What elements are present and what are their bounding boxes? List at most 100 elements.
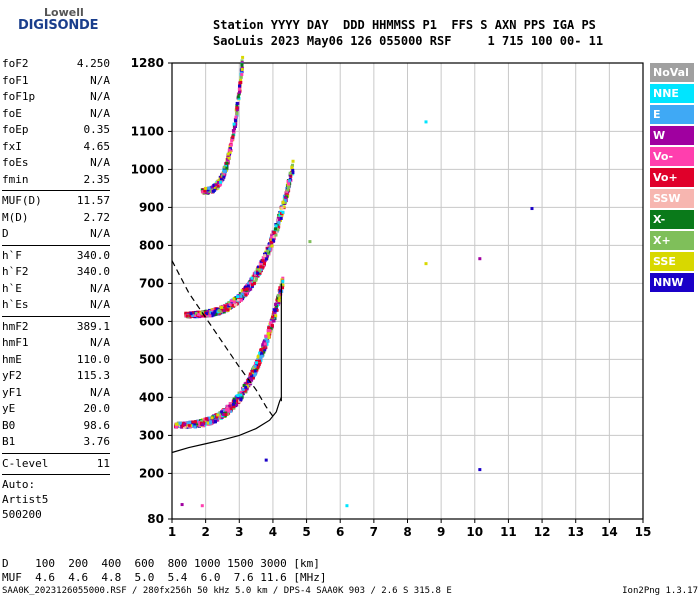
legend-item: X- [650,210,694,229]
echo-point [279,215,283,219]
param-row: C-level 11 [2,456,110,473]
echo-point [190,313,194,317]
echo-point [207,416,211,420]
file-info-text: SAA0K_2023126055000.RSF / 280fx256h 50 k… [2,586,452,596]
param-name: foE [2,106,22,120]
echo-point [248,382,252,386]
x-tick-label: 15 [635,525,652,539]
echo-point [259,348,263,352]
legend-item: SSW [650,189,694,208]
echo-point [220,410,224,414]
echo-point [230,303,234,307]
echo-point [223,411,227,415]
legend-item: Vo+ [650,168,694,187]
echo-point [265,257,269,261]
param-name: C-level [2,456,49,470]
echo-point [232,399,236,403]
echo-point [193,420,197,424]
version-text: Ion2Png 1.3.17 [622,586,698,596]
echo-point [212,186,216,190]
echo-point [266,329,270,333]
echo-point [279,289,283,293]
echo-point [281,200,285,204]
echo-point [288,179,292,183]
echo-point [234,119,238,123]
echo-point [235,106,239,110]
echo-point [211,189,215,193]
echo-point [219,177,223,181]
echo-point [220,308,224,312]
stray-echo-point [180,503,184,507]
stray-echo-point [478,468,482,472]
param-name: M(D) [2,210,29,224]
autoscaling-info: Artist5 [2,493,49,506]
y-tick-label: 400 [139,390,164,404]
echo-point [248,281,252,285]
echo-point [259,268,263,272]
echo-point [253,372,257,376]
echo-point [194,311,198,315]
echo-point [219,182,223,186]
echo-point [254,277,258,281]
echo-point [291,168,295,172]
echo-point [206,188,210,192]
echo-point [212,183,216,187]
echo-point [231,135,235,139]
echo-point [261,350,265,354]
echo-point [255,274,259,278]
echo-point [271,319,275,323]
echo-point [223,304,227,308]
legend-item: W [650,126,694,145]
echo-point [195,419,199,423]
param-row: D N/A [2,226,110,243]
echo-point [268,246,272,250]
param-row: fxI 4.65 [2,139,110,156]
param-value: 2.35 [83,172,111,186]
echo-point [285,190,289,194]
echo-point [254,271,258,275]
echo-point [239,294,243,298]
echo-point [227,156,231,160]
footer-muf-line: MUF 4.6 4.6 4.8 5.0 5.4 6.0 7.6 11.6 [MH… [2,571,327,584]
y-tick-label: 600 [139,314,164,328]
echo-point [201,310,205,314]
param-row: foEs N/A [2,155,110,172]
echo-point [208,189,212,193]
muf-dashed-curve [171,260,274,417]
echo-point [238,84,242,88]
echo-point [256,265,260,269]
param-row: yE 20.0 [2,401,110,418]
param-name: h`Es [2,298,29,311]
stray-echo-point [530,207,534,211]
echo-point [174,425,178,429]
param-value: 340.0 [76,265,110,278]
echo-point [241,387,245,391]
param-row: foF1 N/A [2,73,110,90]
echo-point [281,276,285,280]
echo-point [241,55,245,59]
logo-digisonde-text: DIGISONDE [18,18,99,33]
param-value: N/A [90,90,110,103]
echo-point [277,299,281,303]
echo-point [204,422,208,426]
echo-point [205,312,209,316]
echo-point [226,159,230,163]
param-separator [2,315,110,317]
echo-point [226,412,230,416]
echo-point [259,356,263,360]
param-name: h`E [2,281,22,295]
echo-point [266,249,270,253]
echo-point [252,281,256,285]
echo-point [264,251,268,255]
echo-point [232,297,236,301]
echo-point [232,405,236,409]
echo-point [197,420,201,424]
param-row: h`F2 340.0 [2,264,110,281]
echo-point [265,342,269,346]
y-tick-label: 300 [139,428,164,442]
echo-point [234,115,238,119]
echo-point [219,305,223,309]
x-tick-label: 9 [437,525,445,539]
echo-point [291,159,295,163]
